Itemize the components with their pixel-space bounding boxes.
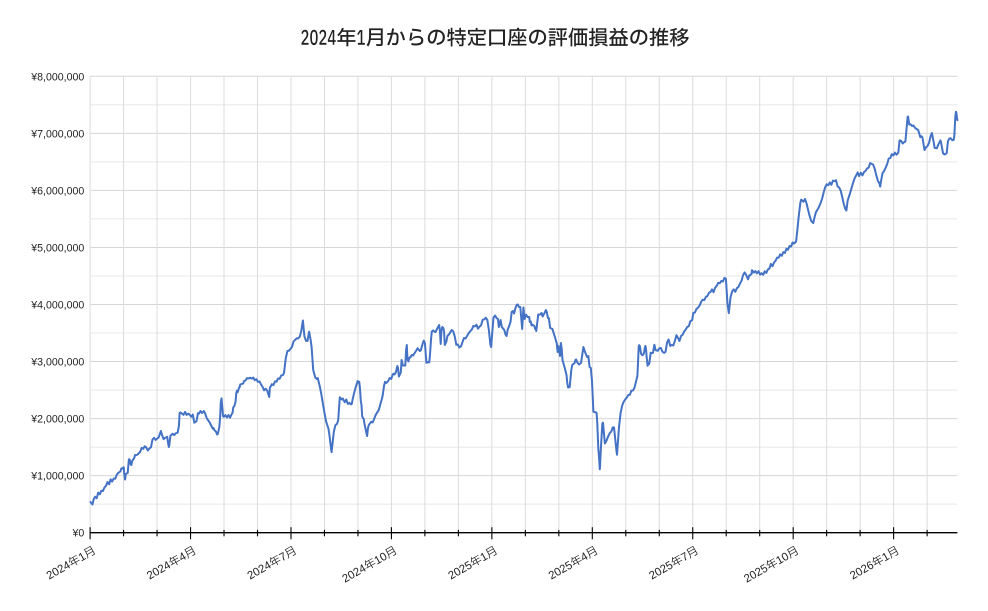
svg-text:10: 10 bbox=[774, 551, 791, 568]
svg-text:¥8,000,000: ¥8,000,000 bbox=[30, 71, 84, 83]
svg-text:4: 4 bbox=[579, 551, 590, 565]
svg-text:¥5,000,000: ¥5,000,000 bbox=[30, 242, 84, 254]
svg-text:7: 7 bbox=[278, 551, 289, 565]
svg-text:7: 7 bbox=[679, 551, 690, 565]
svg-text:¥1,000,000: ¥1,000,000 bbox=[30, 471, 84, 483]
svg-text:1: 1 bbox=[880, 551, 891, 565]
svg-text:1: 1 bbox=[77, 551, 88, 565]
svg-text:¥3,000,000: ¥3,000,000 bbox=[30, 357, 84, 369]
svg-text:¥4,000,000: ¥4,000,000 bbox=[30, 300, 84, 312]
svg-text:10: 10 bbox=[372, 551, 389, 568]
svg-text:¥7,000,000: ¥7,000,000 bbox=[30, 128, 84, 140]
svg-text:¥0: ¥0 bbox=[72, 528, 85, 540]
svg-text:¥6,000,000: ¥6,000,000 bbox=[30, 185, 84, 197]
svg-text:4: 4 bbox=[177, 551, 188, 565]
svg-text:1: 1 bbox=[478, 551, 489, 565]
svg-text:¥2,000,000: ¥2,000,000 bbox=[30, 414, 84, 426]
